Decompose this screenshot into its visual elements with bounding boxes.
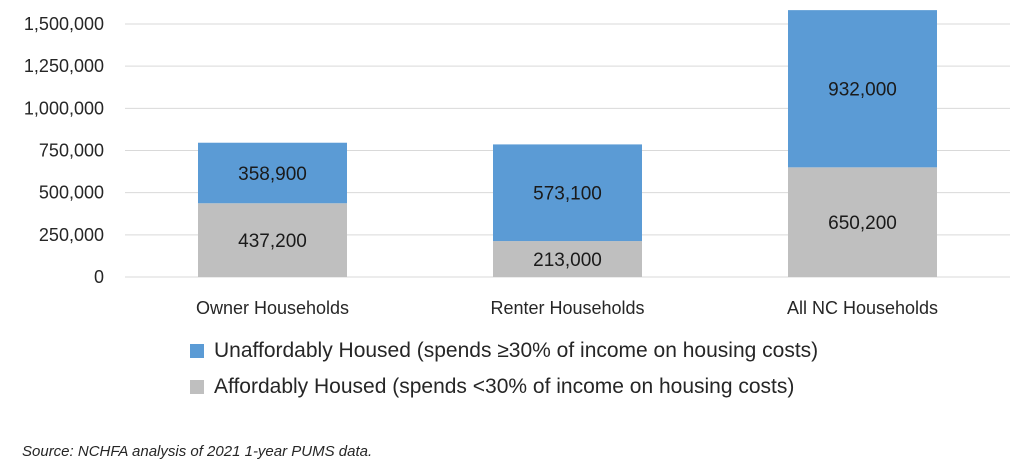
stacked-bar-chart: 0 250,000 500,000 750,000 1,000,000 1,250,000…: [24, 10, 1010, 318]
legend-label: Affordably Housed (spends <30% of income…: [214, 375, 795, 398]
legend-item: Unaffordably Housed (spends ≥30% of inco…: [190, 333, 818, 369]
legend-swatch: [190, 344, 204, 358]
legend-item: Affordably Housed (spends <30% of income…: [190, 369, 818, 405]
data-label: 437,200: [238, 231, 307, 252]
data-label: 650,200: [828, 213, 897, 234]
data-label: 358,900: [238, 164, 307, 185]
y-tick-label: 1,500,000: [24, 14, 104, 34]
y-tick-label: 1,000,000: [24, 98, 104, 118]
y-tick-label: 750,000: [39, 141, 104, 161]
y-tick-label: 250,000: [39, 225, 104, 245]
y-tick-label: 0: [94, 267, 104, 287]
legend-label: Unaffordably Housed (spends ≥30% of inco…: [214, 339, 819, 362]
x-axis: Owner Households Renter Households All NC …: [196, 298, 938, 318]
bar-segment: [198, 142, 347, 204]
data-label: 213,000: [533, 250, 602, 271]
bar-segment: [198, 203, 347, 277]
y-tick-label: 1,250,000: [24, 56, 104, 76]
legend: Unaffordably Housed (spends ≥30% of inco…: [190, 333, 818, 405]
bar-segment: [493, 241, 642, 277]
y-axis: 0 250,000 500,000 750,000 1,000,000 1,250,000…: [24, 14, 104, 287]
x-category-label: All NC Households: [787, 298, 938, 318]
x-category-label: Owner Households: [196, 298, 349, 318]
bar-segment: [788, 10, 937, 168]
data-label: 932,000: [828, 80, 897, 101]
data-label: 573,100: [533, 184, 602, 205]
y-tick-label: 500,000: [39, 183, 104, 203]
bar-segment: [493, 144, 642, 242]
x-category-label: Renter Households: [490, 298, 644, 318]
bars: 437,200 358,900 213,000 573,100 650,200 932,0…: [198, 10, 937, 277]
source-note: Source: NCHFA analysis of 2021 1-year PU…: [22, 443, 373, 460]
legend-swatch: [190, 380, 204, 394]
bar-segment: [788, 167, 937, 277]
